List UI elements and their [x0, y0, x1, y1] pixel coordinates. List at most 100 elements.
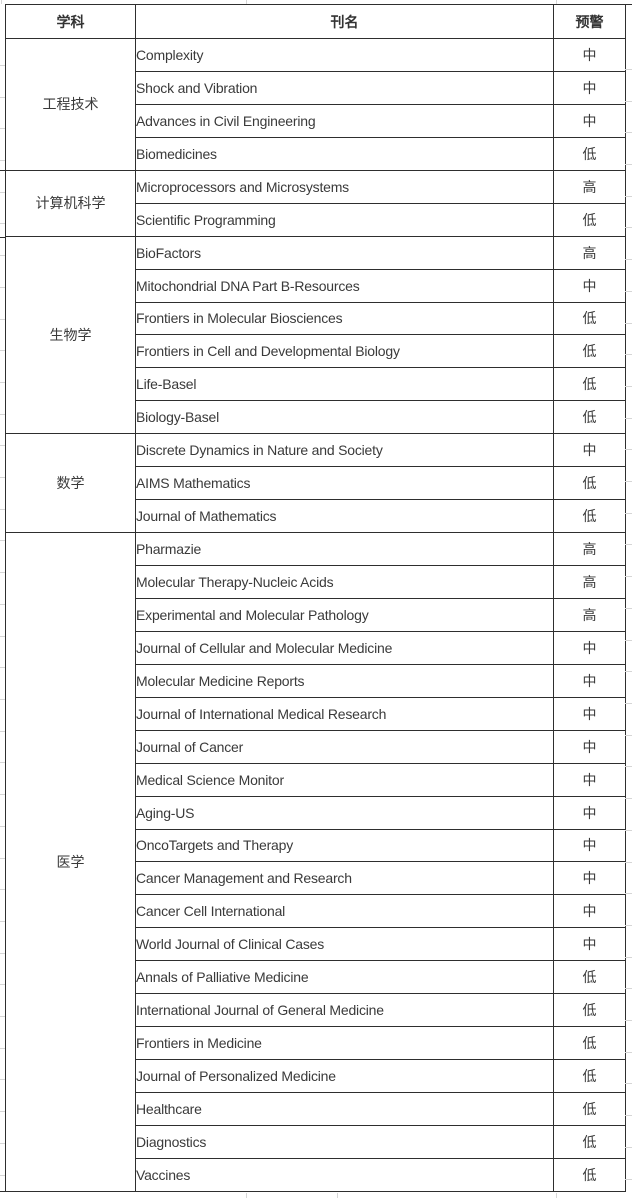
grid-stub [0, 794, 5, 795]
table-row: Frontiers in Cell and Developmental Biol… [6, 334, 626, 369]
grid-stub [625, 830, 632, 831]
warning-level-cell: 中 [553, 795, 626, 830]
warning-level-cell: 中 [553, 861, 626, 896]
grid-stub [625, 323, 632, 324]
grid-stub [1, 0, 2, 4]
warning-level-cell: 高 [553, 532, 626, 566]
warning-level-cell: 中 [553, 762, 626, 797]
grid-stub [625, 957, 632, 958]
warning-level-cell: 高 [553, 597, 626, 632]
journal-name-cell: Journal of International Medical Researc… [135, 696, 554, 731]
journal-name-cell: Vaccines [135, 1157, 554, 1193]
grid-stub [0, 509, 5, 510]
grid-stub [625, 259, 632, 260]
warning-level-cell: 低 [553, 367, 626, 402]
journal-name-cell: AIMS Mathematics [135, 466, 554, 501]
journal-name-cell: Molecular Therapy-Nucleic Acids [135, 565, 554, 599]
warning-level-cell: 低 [553, 466, 626, 501]
warning-level-cell: 中 [553, 894, 626, 929]
table-row: Frontiers in Molecular Biosciences 低 [6, 301, 626, 336]
warning-level-cell: 低 [553, 1157, 626, 1193]
grid-stub [625, 925, 632, 926]
warning-level-cell: 低 [553, 1026, 626, 1061]
grid-stub [0, 1048, 5, 1049]
journal-name-cell: Diagnostics [135, 1124, 554, 1159]
subject-cell: 医学 [5, 532, 136, 1192]
header-journal: 刊名 [135, 4, 554, 39]
grid-stub [0, 350, 5, 351]
table-row: Molecular Therapy-Nucleic Acids 高 [6, 565, 626, 599]
journal-name-cell: Healthcare [135, 1092, 554, 1126]
journal-name-cell: Scientific Programming [135, 202, 554, 237]
table-row: Mitochondrial DNA Part B-Resources 中 [6, 268, 626, 303]
journal-name-cell: Frontiers in Cell and Developmental Biol… [135, 334, 554, 369]
journal-name-cell: OncoTargets and Therapy [135, 828, 554, 863]
warning-level-cell: 中 [553, 38, 626, 72]
warning-level-cell: 低 [553, 499, 626, 534]
grid-stub [625, 132, 632, 133]
grid-stub [0, 287, 5, 288]
grid-stub [625, 227, 632, 228]
grid-stub [0, 889, 5, 890]
grid-stub [625, 735, 632, 736]
grid-stub [625, 1179, 632, 1180]
table-row: AIMS Mathematics 低 [6, 466, 626, 501]
table-row: 工程技术 Complexity 中 [5, 38, 626, 171]
table-body: 工程技术 Complexity 中 Shock and Vibration 中 Advan… [5, 38, 626, 1193]
grid-stub [0, 636, 5, 637]
grid-stub [0, 1016, 5, 1017]
grid-stub [625, 988, 632, 989]
journal-name-cell: Journal of Cancer [135, 729, 554, 764]
warning-level-cell: 低 [553, 960, 626, 995]
warning-level-cell: 低 [553, 301, 626, 336]
grid-stub [625, 703, 632, 704]
table-row: Journal of Cancer 中 [6, 729, 626, 764]
grid-stub [625, 576, 632, 577]
warning-level-cell: 中 [553, 927, 626, 962]
journal-name-cell: Journal of Cellular and Molecular Medici… [135, 630, 554, 665]
grid-stub [0, 984, 5, 985]
grid-stub [625, 798, 632, 799]
grid-stub [625, 1052, 632, 1053]
journal-name-cell: Life-Basel [135, 367, 554, 402]
journal-name-cell: Mitochondrial DNA Part B-Resources [135, 268, 554, 303]
journal-name-cell: World Journal of Clinical Cases [135, 927, 554, 962]
warning-level-cell: 中 [553, 433, 626, 468]
journal-name-cell: Frontiers in Medicine [135, 1026, 554, 1061]
grid-stub [0, 255, 5, 256]
table-header: 学科 刊名 预警 [5, 4, 626, 39]
table-row: 数学 Discrete Dynamics in Nature and Societ… [5, 433, 626, 534]
table-row: Molecular Medicine Reports 中 [6, 663, 626, 698]
warning-level-cell: 中 [553, 729, 626, 764]
table-row: World Journal of Clinical Cases 中 [6, 927, 626, 962]
warning-level-cell: 低 [553, 1124, 626, 1159]
journal-name-cell: Shock and Vibration [135, 70, 554, 105]
journal-name-cell: Biomedicines [135, 136, 554, 171]
grid-stub [0, 414, 5, 415]
grid-stub [0, 731, 5, 732]
journal-name-cell: Aging-US [135, 795, 554, 830]
table-row: Aging-US 中 [6, 795, 626, 830]
warning-level-cell: 低 [553, 1092, 626, 1126]
grid-stub [625, 1020, 632, 1021]
grid-stub [625, 544, 632, 545]
grid-stub [0, 540, 5, 541]
grid-stub [0, 65, 5, 66]
grid-stub [625, 418, 632, 419]
journal-name-cell: Microprocessors and Microsystems [135, 169, 554, 204]
grid-stub [556, 1193, 557, 1198]
table-row: Journal of Mathematics 低 [6, 499, 626, 534]
table-row: Biomedicines 低 [6, 136, 626, 171]
warning-level-cell: 低 [553, 400, 626, 435]
grid-stub [337, 1193, 338, 1198]
table-row: Annals of Palliative Medicine 低 [6, 960, 626, 995]
journal-name-cell: Cancer Cell International [135, 894, 554, 929]
grid-stub [0, 604, 5, 605]
grid-stub [625, 862, 632, 863]
table-row: Diagnostics 低 [6, 1124, 626, 1159]
grid-stub [625, 893, 632, 894]
grid-stub [625, 513, 632, 514]
grid-stub-dark [0, 170, 5, 171]
journal-name-cell: International Journal of General Medicin… [135, 993, 554, 1028]
table-row: Shock and Vibration 中 [6, 70, 626, 105]
